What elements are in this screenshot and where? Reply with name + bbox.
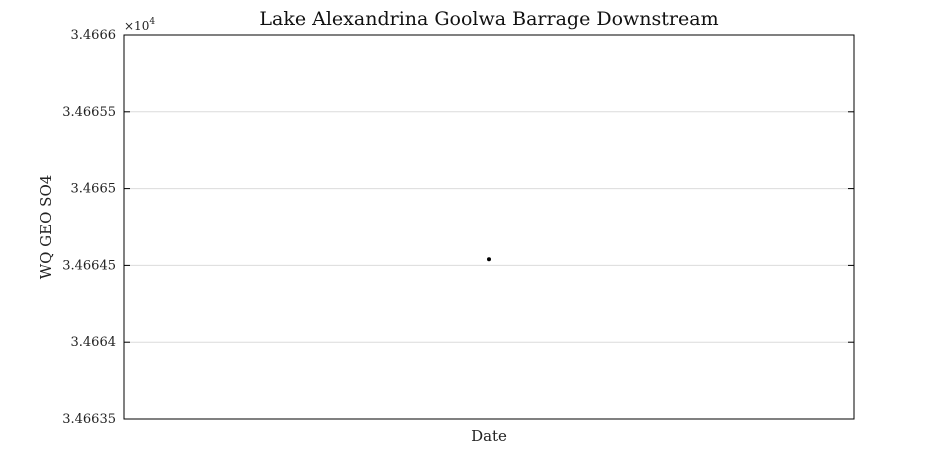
y-ticks — [124, 34, 854, 420]
plot-area — [123, 34, 855, 420]
y-tick-label: 3.4665 — [71, 182, 117, 197]
x-axis-label: Date — [471, 427, 507, 445]
data-point — [487, 257, 491, 262]
y-tick-label: 3.46635 — [62, 412, 116, 427]
data-points — [487, 257, 491, 262]
chart-title: Lake Alexandrina Goolwa Barrage Downstre… — [259, 8, 718, 30]
y-tick-label: 3.46645 — [62, 258, 116, 273]
y-tick-label: 3.4666 — [71, 28, 117, 43]
y-tick-label: 3.46655 — [62, 105, 116, 120]
y-axis-label: WQ GEO SO4 — [37, 175, 55, 280]
y-exponent-base: ×10 — [124, 19, 149, 33]
y-exponent-label: ×104 — [124, 17, 155, 33]
y-tick-label: 3.4664 — [71, 335, 117, 350]
y-tick-labels: 3.46635 3.4664 3.46645 3.4665 3.46655 3.4666 — [62, 28, 116, 427]
y-exponent-power: 4 — [149, 17, 155, 27]
gridlines — [124, 111, 854, 343]
